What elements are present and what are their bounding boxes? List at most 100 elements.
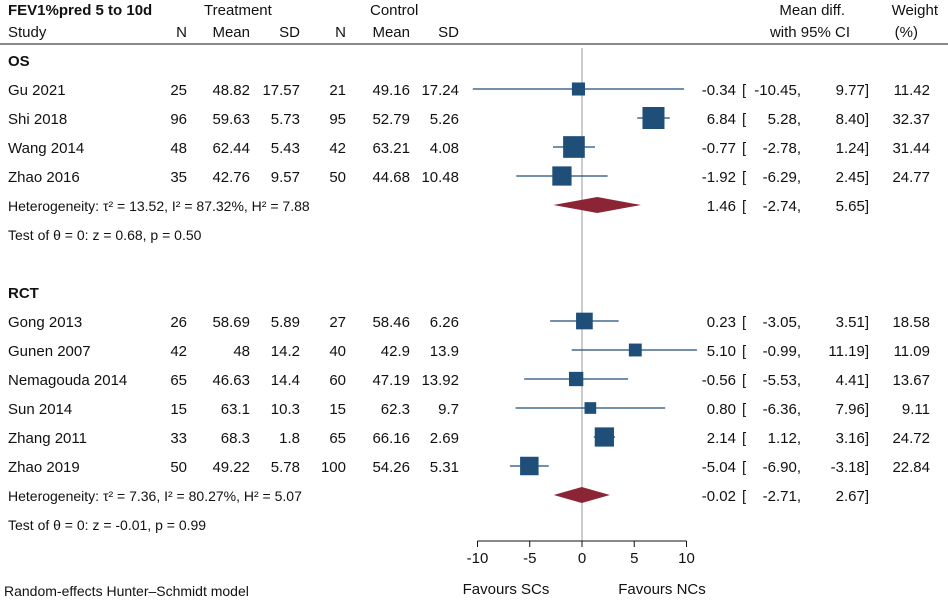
treatment-n: 65 <box>170 372 187 389</box>
group-label: RCT <box>8 285 39 302</box>
heterogeneity-text: Heterogeneity: τ² = 13.52, I² = 87.32%, … <box>8 198 310 214</box>
weight-value: 11.42 <box>894 82 930 99</box>
treatment-sd: 14.2 <box>271 343 300 360</box>
study-marker <box>568 371 584 387</box>
weight-value: 24.77 <box>892 169 930 186</box>
group-label: OS <box>8 53 30 70</box>
control-n: 95 <box>329 111 346 128</box>
ci-lower-value: 5.28, <box>768 111 801 128</box>
mean-diff-value: -0.56 <box>702 372 736 389</box>
ci-lower-value: -10.45, <box>754 82 801 99</box>
ci-lower-value: 1.12, <box>768 430 801 447</box>
mean-diff-value: 5.10 <box>707 343 736 360</box>
ci-lower-value: -2.78, <box>763 140 801 157</box>
treatment-mean: 59.63 <box>212 111 250 128</box>
weight-value: 13.67 <box>892 372 930 389</box>
pooled-ci-lower: -2.74, <box>763 198 801 215</box>
treatment-sd: 5.43 <box>271 140 300 157</box>
control-n: 40 <box>329 343 346 360</box>
treatment-n: 33 <box>170 430 187 447</box>
pooled-mean-diff: -0.02 <box>702 488 736 505</box>
favours-left-label: Favours SCs <box>463 581 550 598</box>
x-tick-label: 0 <box>578 550 586 567</box>
control-n: 100 <box>321 459 346 476</box>
control-n: 15 <box>329 401 346 418</box>
control-sd: 10.48 <box>421 169 459 186</box>
ci-lower-value: -3.05, <box>763 314 801 331</box>
control-sd: 2.69 <box>430 430 459 447</box>
ci-upper-value: 3.16] <box>836 430 869 447</box>
ci-lower-value: -6.90, <box>763 459 801 476</box>
pooled-ci-upper: 5.65] <box>836 198 869 215</box>
control-mean: 58.46 <box>372 314 410 331</box>
study-marker <box>552 166 572 186</box>
study-marker <box>584 402 597 414</box>
pooled-ci-lower: -2.71, <box>763 488 801 505</box>
ci-upper-value: 2.45] <box>836 169 869 186</box>
study-name: Zhao 2019 <box>8 459 80 476</box>
pooled-diamond <box>553 487 610 503</box>
ci-open-bracket: [ <box>742 430 747 447</box>
treatment-n: 25 <box>170 82 187 99</box>
control-n: 65 <box>329 430 346 447</box>
study-name: Zhao 2016 <box>8 169 80 186</box>
ci-upper-value: 7.96] <box>836 401 869 418</box>
ci-open-bracket: [ <box>742 459 747 476</box>
weight-value: 22.84 <box>892 459 930 476</box>
mean-diff-value: -0.77 <box>702 140 736 157</box>
study-marker <box>642 107 665 129</box>
ci-open-bracket: [ <box>742 169 747 186</box>
header-treatment: Treatment <box>204 2 273 19</box>
control-n: 21 <box>329 82 346 99</box>
treatment-sd: 17.57 <box>262 82 300 99</box>
model-footnote: Random-effects Hunter–Schmidt model <box>4 583 249 599</box>
control-n: 42 <box>329 140 346 157</box>
treatment-n: 42 <box>170 343 187 360</box>
control-n: 50 <box>329 169 346 186</box>
study-name: Sun 2014 <box>8 401 72 418</box>
control-sd: 9.7 <box>438 401 459 418</box>
treatment-sd: 5.73 <box>271 111 300 128</box>
ci-upper-value: 11.19] <box>828 343 869 360</box>
ci-open-bracket: [ <box>742 314 747 331</box>
control-sd: 6.26 <box>430 314 459 331</box>
treatment-mean: 48 <box>233 343 250 360</box>
control-sd: 5.31 <box>430 459 459 476</box>
treatment-sd: 14.4 <box>271 372 300 389</box>
treatment-mean: 58.69 <box>212 314 250 331</box>
control-mean: 44.68 <box>372 169 410 186</box>
ci-upper-value: 8.40] <box>836 111 869 128</box>
header-treatment-mean: Mean <box>212 24 250 41</box>
ci-lower-value: -6.36, <box>763 401 801 418</box>
treatment-n: 50 <box>170 459 187 476</box>
treatment-sd: 10.3 <box>271 401 300 418</box>
x-tick-label: 10 <box>678 550 695 567</box>
chart-title: FEV1%pred 5 to 10d <box>8 2 152 19</box>
mean-diff-value: 0.80 <box>707 401 736 418</box>
header-treatment-n: N <box>176 24 187 41</box>
header-control-n: N <box>335 24 346 41</box>
study-name: Zhang 2011 <box>8 430 87 447</box>
control-mean: 42.9 <box>381 343 410 360</box>
treatment-sd: 5.89 <box>271 314 300 331</box>
control-sd: 13.92 <box>421 372 459 389</box>
header-weight-line2: (%) <box>895 24 918 41</box>
ci-open-bracket: [ <box>742 140 747 157</box>
study-name: Gu 2021 <box>8 82 66 99</box>
mean-diff-value: -0.34 <box>702 82 736 99</box>
x-tick-label: -10 <box>467 550 489 567</box>
ci-upper-value: 3.51] <box>836 314 869 331</box>
control-mean: 66.16 <box>372 430 410 447</box>
study-name: Nemagouda 2014 <box>8 372 127 389</box>
weight-value: 11.09 <box>894 343 930 360</box>
control-n: 60 <box>329 372 346 389</box>
heterogeneity-text: Heterogeneity: τ² = 7.36, I² = 80.27%, H… <box>8 488 302 504</box>
ci-lower-value: -5.53, <box>763 372 801 389</box>
mean-diff-value: -1.92 <box>702 169 736 186</box>
ci-upper-value: 4.41] <box>836 372 869 389</box>
study-marker <box>520 456 539 476</box>
mean-diff-value: 2.14 <box>707 430 736 447</box>
control-sd: 17.24 <box>421 82 459 99</box>
header-control-mean: Mean <box>372 24 410 41</box>
